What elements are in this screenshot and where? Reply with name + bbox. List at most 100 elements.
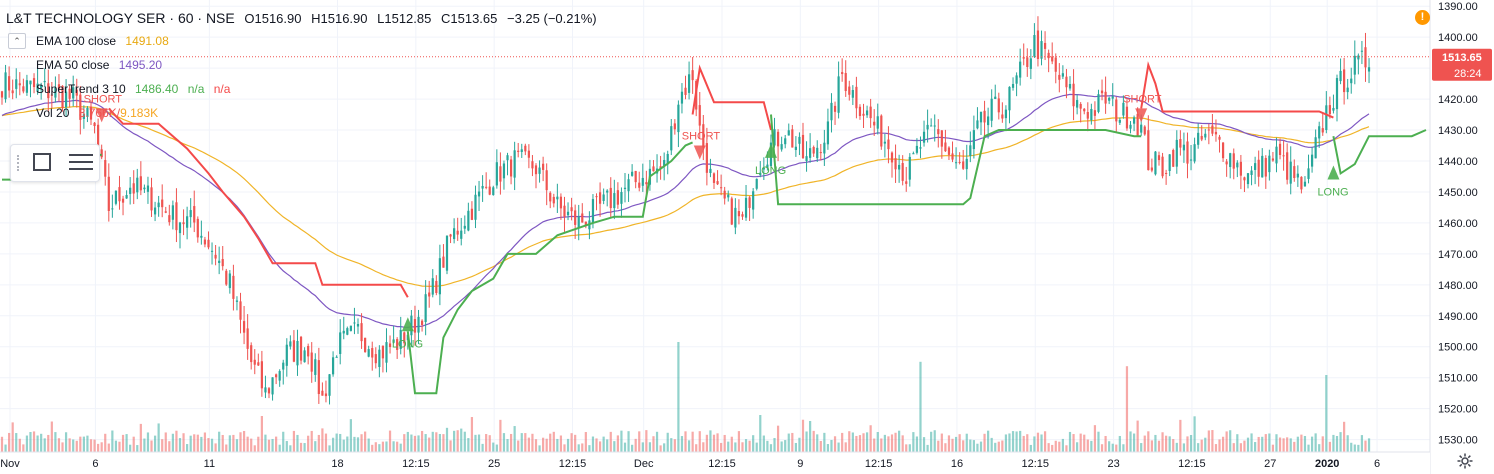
long-signal-arrow	[401, 317, 414, 332]
volume-bar	[1271, 444, 1275, 452]
candle-body	[388, 343, 392, 348]
candle-body	[1254, 163, 1257, 170]
price-tick-label: 1510.00	[1438, 373, 1478, 385]
candle-body	[545, 170, 548, 191]
volume-bar	[837, 442, 840, 452]
candle-body	[43, 80, 46, 83]
rectangle-tool-icon[interactable]	[33, 153, 51, 171]
candle-body	[1029, 58, 1032, 69]
candle-body	[901, 163, 904, 181]
candle-body	[456, 230, 459, 235]
candle-body	[659, 166, 662, 169]
drawing-toolbox[interactable]	[10, 144, 100, 182]
candle-body	[720, 187, 723, 189]
alert-icon[interactable]: !	[1415, 10, 1430, 25]
volume-bar	[374, 442, 377, 452]
long-signal-label: LONG	[392, 338, 423, 350]
legend-supertrend[interactable]: SuperTrend 3 10 1486.40 n/a n/a	[36, 82, 230, 96]
time-axis[interactable]: Nov 6 11 18 12:15 25 12:15 Dec 12:15 9 12:15 16 12:1…	[0, 451, 1430, 474]
volume-bar	[82, 436, 85, 452]
legend-volume[interactable]: Vol 20 3.766K/9.183K	[36, 106, 158, 120]
volume-bar	[1307, 444, 1310, 452]
collapse-legend-button[interactable]: ⌃	[8, 33, 26, 49]
volume-bar	[1261, 436, 1264, 452]
volume-bar	[609, 431, 612, 452]
price-tick-label: 1480.00	[1438, 280, 1478, 292]
volume-bar	[1353, 444, 1356, 452]
volume-bar	[883, 434, 886, 452]
candle-body	[392, 339, 395, 343]
volume-bar	[613, 441, 616, 452]
candle-body	[307, 345, 310, 357]
candle-body	[524, 145, 527, 152]
volume-bar	[299, 442, 303, 452]
volume-bar	[801, 419, 805, 452]
long-signal-label: LONG	[1317, 187, 1348, 199]
last-price-label: 1513.65	[1442, 52, 1482, 64]
volume-bar	[919, 361, 922, 452]
volume-bar	[1335, 435, 1339, 452]
candle-body	[933, 125, 936, 127]
lines-tool-icon[interactable]	[69, 154, 93, 172]
time-tick-label: 18	[331, 458, 343, 470]
volume-bar	[1225, 431, 1228, 452]
volume-bar	[442, 434, 445, 452]
short-signal-arrow	[693, 145, 706, 160]
volume-bar	[438, 433, 441, 452]
volume-bar	[1293, 441, 1296, 452]
volume-bar	[1278, 437, 1282, 452]
candle-body	[944, 142, 947, 152]
volume-bar	[1165, 435, 1168, 452]
toolbox-grip-handle[interactable]	[17, 155, 21, 171]
volume-bar	[513, 426, 516, 452]
candle-body	[513, 150, 516, 178]
supertrend-up-segment	[406, 141, 694, 395]
candle-body	[1150, 167, 1153, 171]
candle-body	[292, 340, 296, 362]
volume-bar	[1250, 433, 1253, 452]
candle-body	[833, 105, 837, 112]
volume-bar	[1264, 434, 1267, 452]
volume-bar	[702, 442, 705, 452]
legend-ema50[interactable]: EMA 50 close 1495.20	[36, 58, 162, 72]
volume-label: Vol 20	[36, 106, 70, 120]
legend-ema100[interactable]: EMA 100 close 1491.08	[36, 34, 169, 48]
volume-bar	[1115, 444, 1118, 452]
candle-body	[581, 213, 584, 223]
candle-body	[275, 374, 278, 378]
candle-body	[762, 167, 765, 170]
volume-bar	[477, 434, 481, 452]
volume-bar	[1090, 440, 1093, 452]
candle-body	[1350, 78, 1353, 84]
volume-bar	[1193, 416, 1196, 452]
volume-bar	[1043, 431, 1047, 452]
volume-bar	[969, 439, 972, 452]
candle-body	[616, 190, 619, 205]
candle-body	[1168, 154, 1171, 171]
candle-body	[862, 113, 865, 116]
volume-bar	[214, 443, 217, 452]
gear-icon[interactable]	[1456, 452, 1474, 470]
candle-body	[880, 115, 883, 147]
candle-body	[136, 177, 139, 193]
volume-bar	[161, 439, 164, 452]
candle-body	[606, 190, 609, 193]
candle-body	[841, 72, 844, 75]
volume-bar	[1268, 433, 1271, 452]
candle-body	[1182, 144, 1186, 151]
price-axis[interactable]: 1530.00 1520.00 1510.00 1500.00 1490.00 1480.…	[1429, 0, 1494, 474]
candle-body	[410, 315, 413, 336]
volume-bar	[1100, 444, 1104, 452]
ema100-label: EMA 100 close	[36, 34, 117, 48]
volume-bar	[403, 434, 406, 452]
volume-bar	[235, 439, 239, 452]
candle-body	[1015, 75, 1018, 84]
candle-body	[1065, 76, 1068, 88]
symbol-title[interactable]: L&T TECHNOLOGY SER · 60 · NSE	[6, 10, 235, 26]
volume-bar	[196, 434, 199, 452]
candle-body	[385, 342, 388, 363]
candle-body	[527, 150, 530, 158]
candle-body	[1321, 128, 1324, 133]
volume-bar	[282, 431, 285, 452]
